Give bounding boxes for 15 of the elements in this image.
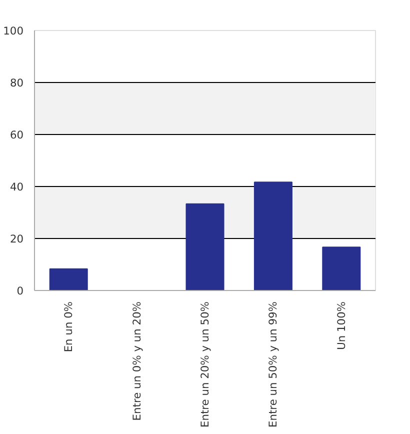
bar: [49, 268, 88, 290]
y-tick-label: 100: [3, 24, 24, 38]
y-tick-label: 20: [10, 232, 24, 246]
y-tick-label: 80: [10, 76, 24, 90]
x-tick-label: En un 0%: [62, 301, 76, 352]
y-tick-label: 0: [16, 284, 24, 298]
bar: [254, 182, 292, 290]
y-tick-label: 60: [10, 128, 24, 142]
x-tick-label: Un 100%: [334, 302, 348, 350]
x-tick-label: Entre un 50% y un 99%: [266, 301, 280, 428]
x-tick-label: Entre un 20% y un 50%: [198, 301, 212, 428]
bar: [322, 246, 361, 290]
y-tick-label: 40: [10, 180, 24, 194]
bar: [186, 203, 224, 290]
x-tick-label: Entre un 0% y un 20%: [130, 302, 144, 421]
